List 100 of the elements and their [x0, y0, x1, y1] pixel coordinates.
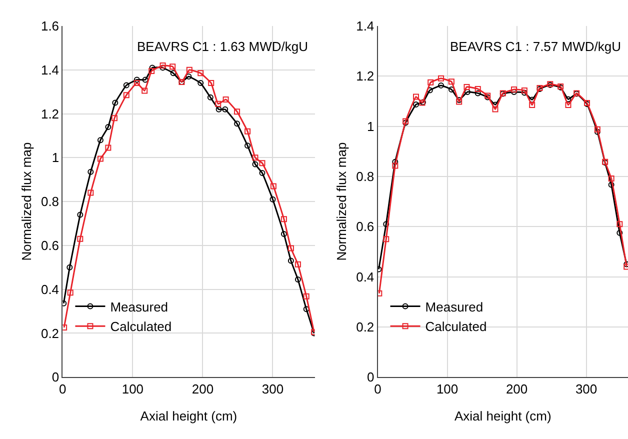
point [222, 96, 229, 103]
point [97, 156, 104, 162]
y-tick-label: 1.4 [40, 62, 60, 78]
point [259, 170, 266, 176]
x-tick-label: 300 [575, 382, 598, 397]
point [216, 106, 222, 112]
point [97, 137, 104, 144]
point [448, 86, 454, 92]
legend-label: Measured [110, 299, 168, 314]
point [303, 306, 310, 312]
point [105, 124, 112, 130]
y-tick-label: 1 [52, 150, 60, 166]
point [149, 64, 156, 71]
point [288, 245, 294, 252]
point [438, 75, 444, 82]
point [428, 79, 434, 86]
point [222, 106, 228, 112]
point [303, 293, 310, 300]
y-tick-label: 0.2 [356, 320, 374, 334]
point [77, 212, 84, 218]
point [294, 261, 301, 268]
point [160, 62, 166, 68]
point [123, 82, 130, 88]
point [511, 86, 518, 92]
point [134, 80, 140, 86]
y-tick-label: 0.4 [356, 269, 374, 284]
point [413, 102, 420, 108]
point [234, 120, 240, 127]
point [208, 80, 214, 86]
point [67, 290, 74, 296]
x-tick-label: 200 [192, 382, 214, 397]
point [492, 106, 498, 112]
y-tick-label: 0 [52, 370, 60, 385]
y-tick-label: 1.6 [40, 18, 60, 34]
point [594, 128, 600, 135]
point [215, 100, 222, 107]
point [234, 108, 240, 115]
point [62, 324, 68, 331]
point [198, 80, 204, 86]
point [170, 70, 176, 76]
point [521, 90, 528, 96]
point [259, 160, 266, 166]
point [66, 264, 73, 270]
point [383, 221, 390, 228]
point [438, 82, 444, 88]
y-tick-label: 1 [366, 118, 374, 134]
y-tick-label: 0.2 [40, 326, 60, 341]
point [170, 64, 176, 70]
point [88, 190, 94, 196]
point [608, 182, 614, 188]
point [521, 87, 528, 94]
point [105, 144, 112, 151]
x-tick-label: 100 [122, 382, 144, 397]
point [392, 158, 398, 165]
point [77, 236, 84, 242]
point [270, 183, 276, 190]
y-tick-label: 0.8 [356, 169, 374, 184]
point [186, 66, 192, 73]
point [252, 154, 258, 161]
point [529, 102, 536, 108]
point [413, 94, 420, 100]
y-tick-label: 0.8 [40, 194, 60, 210]
point [112, 100, 118, 106]
point [252, 161, 258, 168]
point [111, 115, 118, 122]
point [288, 258, 294, 264]
text: BEAVRS C1 : 1.63 MWD/kgU [137, 39, 308, 54]
point [123, 92, 130, 98]
legend-label: Measured [425, 299, 484, 314]
point [207, 94, 214, 100]
point [186, 73, 192, 80]
point [464, 84, 470, 90]
y-tick-label: 1.2 [40, 106, 60, 122]
point [148, 68, 155, 74]
y-tick-label: 0.6 [40, 238, 60, 253]
y-axis-title: Normalized flux map [334, 142, 350, 261]
point [608, 175, 614, 182]
point [280, 216, 287, 222]
x-tick-label: 200 [506, 382, 528, 397]
point [616, 230, 623, 236]
point [383, 236, 390, 242]
point [198, 70, 204, 76]
point [294, 276, 301, 282]
point [565, 102, 572, 108]
point [88, 168, 94, 175]
point [270, 196, 276, 202]
y-tick-label: 1.2 [356, 68, 374, 84]
x-tick-label: 300 [262, 382, 284, 397]
point [474, 90, 481, 96]
y-tick-label: 0 [366, 370, 374, 385]
x-tick-label: 100 [436, 382, 458, 397]
x-axis-title: Axial height (cm) [454, 408, 552, 424]
y-tick-label: 1.4 [356, 18, 374, 34]
point [448, 78, 454, 85]
legend-label: Calculated [110, 319, 172, 334]
text: BEAVRS C1 : 7.57 MWD/kgU [450, 39, 621, 54]
point [474, 86, 481, 92]
y-axis-title: Normalized flux map [18, 142, 34, 261]
point [616, 221, 623, 228]
point [426, 87, 433, 94]
